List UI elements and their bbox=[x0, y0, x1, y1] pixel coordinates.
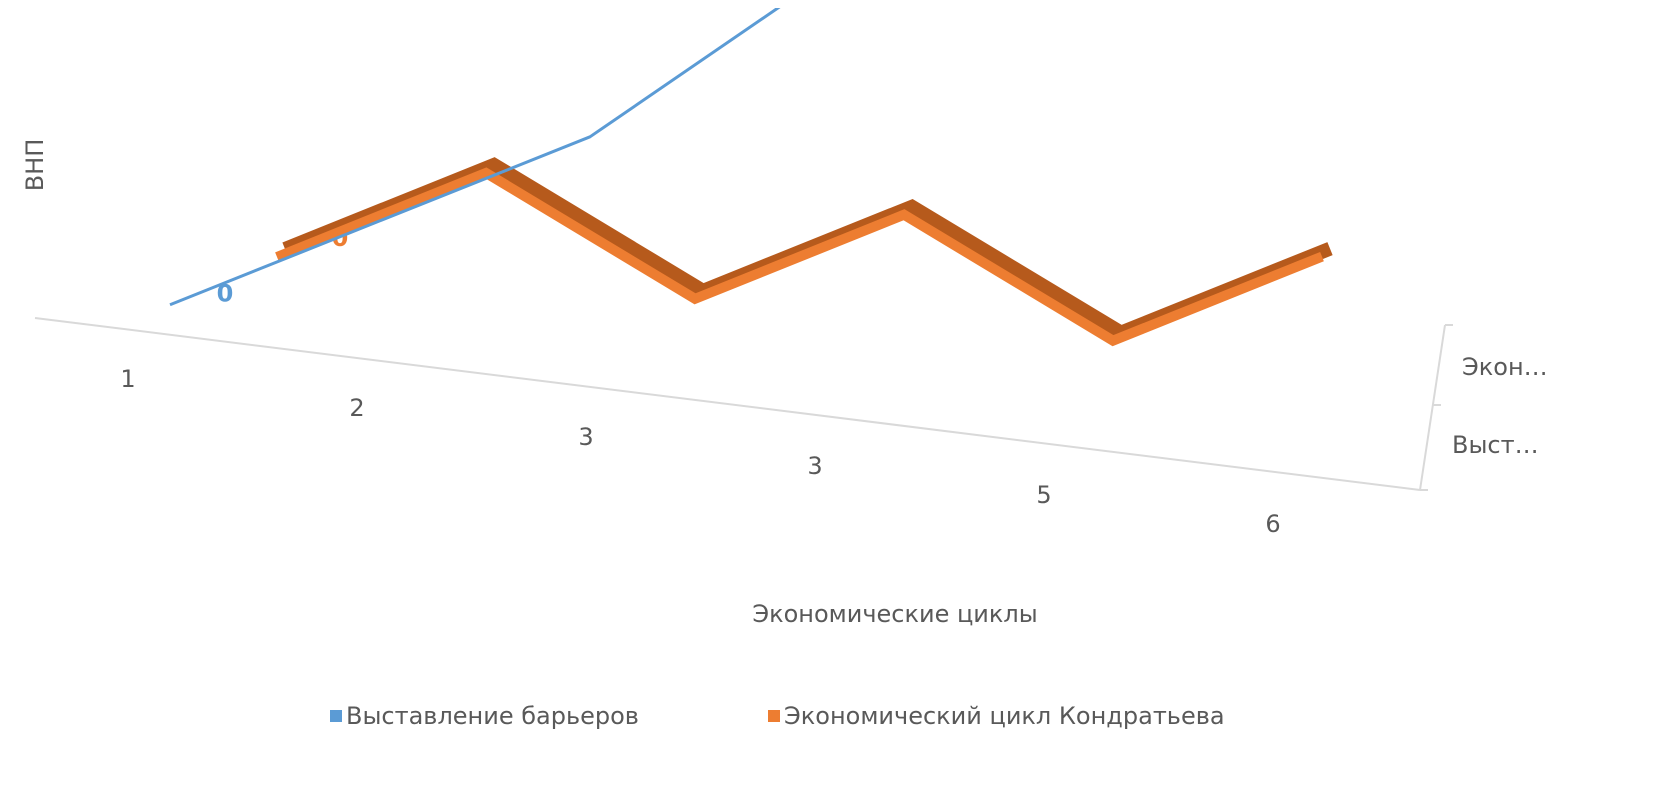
y-axis-title: ВНП bbox=[21, 139, 49, 192]
series-line bbox=[169, 8, 781, 307]
x-tick-label: 5 bbox=[1036, 481, 1051, 509]
x-axis-title: Экономические циклы bbox=[752, 600, 1037, 628]
depth-axis bbox=[1419, 324, 1446, 491]
floor-axis bbox=[34, 317, 1421, 491]
x-tick-label: 3 bbox=[807, 452, 822, 480]
series-line bbox=[275, 167, 1324, 347]
x-tick-label: 1 bbox=[120, 365, 135, 393]
depth-label: Выст… bbox=[1452, 431, 1539, 459]
legend-label: Выставление барьеров bbox=[346, 702, 639, 730]
legend-label: Экономический цикл Кондратьева bbox=[784, 702, 1225, 730]
legend-swatch bbox=[330, 710, 342, 722]
x-tick-label: 3 bbox=[578, 423, 593, 451]
x-tick-label: 6 bbox=[1265, 510, 1280, 538]
legend: Выставление барьеров Экономический цикл К… bbox=[330, 702, 1225, 730]
depth-label: Экон… bbox=[1462, 353, 1548, 381]
data-label: 0 bbox=[217, 280, 234, 308]
plot: 00 bbox=[169, 8, 1333, 347]
x-tick-label: 2 bbox=[349, 394, 364, 422]
legend-swatch bbox=[768, 710, 780, 722]
